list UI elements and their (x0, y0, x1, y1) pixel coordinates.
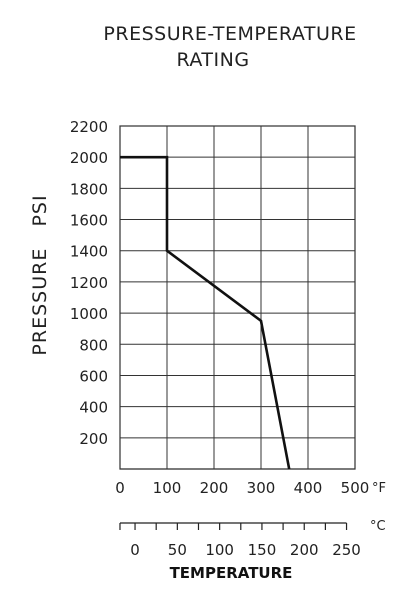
x-unit-fahrenheit: °F (372, 481, 386, 496)
x-tick-label-fahrenheit: 200 (200, 479, 229, 497)
x-tick-label-fahrenheit: 500 (341, 479, 370, 497)
x-tick-label-fahrenheit: 400 (294, 479, 323, 497)
chart-grid (119, 125, 356, 470)
x-tick-label-celsius: 150 (248, 541, 277, 559)
x-tick-label-celsius: 0 (130, 541, 140, 559)
celsius-axis: 0 50 100 150 200 250 (119, 522, 361, 559)
x-tick-labels-fahrenheit: 0 100 200 300 400 500 (115, 479, 369, 497)
x-axis-label: TEMPERATURE (170, 564, 293, 582)
y-tick-label: 2000 (70, 149, 108, 167)
x-tick-label-fahrenheit: 300 (247, 479, 276, 497)
y-tick-label: 600 (79, 367, 108, 385)
plot-frame (119, 125, 356, 470)
y-tick-label: 1400 (70, 243, 108, 261)
y-tick-labels: 200 400 600 800 1000 1200 1400 1600 1800 2000 2200 (70, 118, 108, 448)
y-tick-label: 800 (79, 336, 108, 354)
x-tick-label-celsius: 100 (205, 541, 234, 559)
y-tick-label: 1200 (70, 274, 108, 292)
y-tick-label: 1800 (70, 180, 108, 198)
y-tick-label: 200 (79, 430, 108, 448)
chart-title-line2: RATING (176, 49, 249, 71)
y-tick-label: 1000 (70, 305, 108, 323)
rating-line (120, 155, 291, 470)
y-axis-label: PRESSURE PSI (29, 194, 51, 355)
x-tick-label-fahrenheit: 0 (115, 479, 125, 497)
y-tick-label: 1600 (70, 212, 108, 230)
rating-series (120, 155, 291, 470)
x-tick-label-fahrenheit: 100 (153, 479, 182, 497)
x-tick-label-celsius: 200 (290, 541, 319, 559)
x-unit-celsius: °C (370, 519, 386, 534)
x-tick-label-celsius: 250 (332, 541, 361, 559)
y-tick-label: 2200 (70, 118, 108, 136)
y-tick-label: 400 (79, 399, 108, 417)
chart-title-line1: PRESSURE-TEMPERATURE (103, 23, 356, 45)
x-tick-label-celsius: 50 (168, 541, 187, 559)
